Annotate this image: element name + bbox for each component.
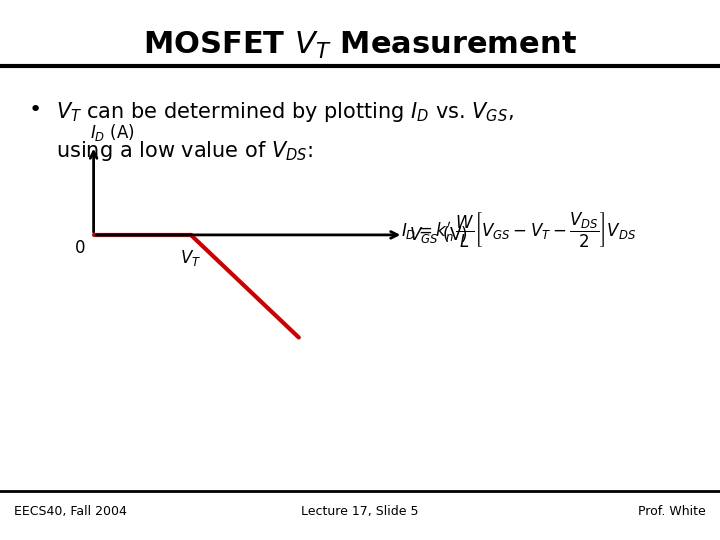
Text: $I_D = k_n^\prime \, \dfrac{W}{L} \left[ V_{GS} - V_T - \dfrac{V_{DS}}{2} \right: $I_D = k_n^\prime \, \dfrac{W}{L} \left[… xyxy=(401,210,636,249)
Text: $\boldsymbol{V_T}$ can be determined by plotting $\boldsymbol{I_D}$ vs. $\boldsy: $\boldsymbol{V_T}$ can be determined by … xyxy=(56,100,514,124)
Text: $\boldsymbol{V_T}$: $\boldsymbol{V_T}$ xyxy=(180,248,202,268)
Text: Lecture 17, Slide 5: Lecture 17, Slide 5 xyxy=(301,505,419,518)
Text: $\boldsymbol{I_D}$ (A): $\boldsymbol{I_D}$ (A) xyxy=(90,122,135,143)
Text: EECS40, Fall 2004: EECS40, Fall 2004 xyxy=(14,505,127,518)
Text: using a low value of $\boldsymbol{V_{DS}}$:: using a low value of $\boldsymbol{V_{DS}… xyxy=(56,139,313,163)
Text: MOSFET $V_T$ Measurement: MOSFET $V_T$ Measurement xyxy=(143,30,577,61)
Text: $0$: $0$ xyxy=(73,239,85,257)
Text: •: • xyxy=(29,100,42,120)
Text: $\boldsymbol{V_{GS}}$ (V): $\boldsymbol{V_{GS}}$ (V) xyxy=(409,225,467,245)
Text: Prof. White: Prof. White xyxy=(638,505,706,518)
